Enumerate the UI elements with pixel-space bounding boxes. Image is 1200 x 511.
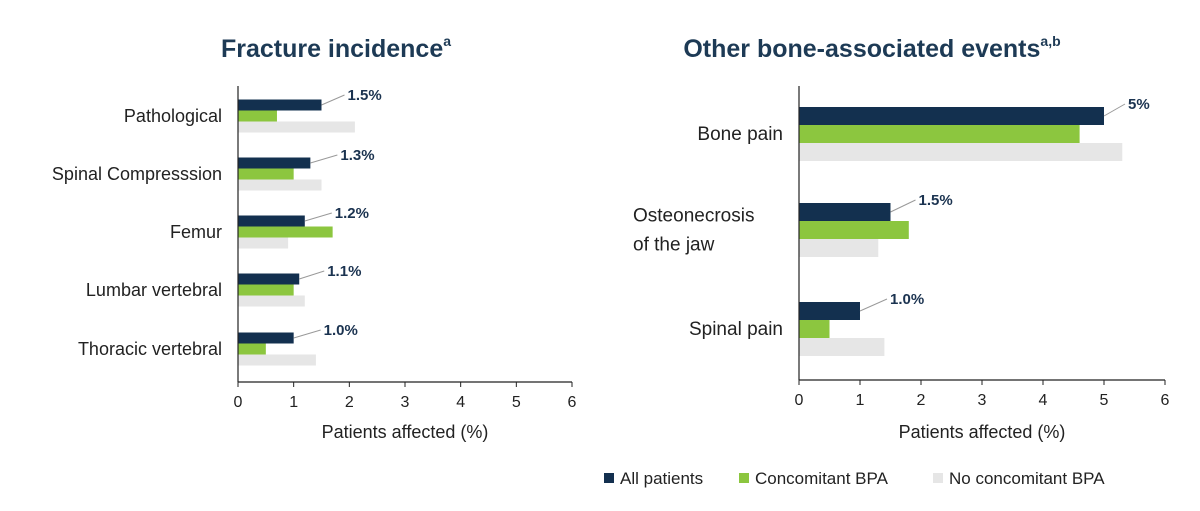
x-tick-label-1-5: 5 [512, 394, 521, 411]
data-label-leader-2-1 [1103, 103, 1126, 117]
x-tick-label-2-1: 1 [856, 392, 865, 409]
data-label-leader-1-4 [299, 270, 325, 280]
data-label-leader-2-3 [859, 298, 888, 312]
bar-2-concomitant-bpa-2 [799, 221, 909, 239]
x-tick-label-1-1: 1 [289, 394, 298, 411]
x-tick-label-2-3: 3 [978, 392, 987, 409]
data-label-2-2: 1.5% [919, 192, 953, 209]
data-label-leader-1-5 [293, 329, 321, 339]
bar-1-concomitant-bpa-5 [238, 343, 266, 355]
bar-1-no-concomitant-bpa-1 [238, 121, 355, 133]
data-label-leader-1-1 [321, 94, 345, 106]
legend-label-no-concomitant-bpa: No concomitant BPA [949, 469, 1105, 488]
bar-1-all-patients-2 [238, 157, 311, 169]
x-tick-label-1-2: 2 [345, 394, 354, 411]
x-axis-label-1: Patients affected (%) [322, 422, 489, 442]
bar-1-all-patients-1 [238, 99, 322, 111]
bar-1-all-patients-5 [238, 332, 294, 344]
x-tick-label-2-4: 4 [1039, 392, 1048, 409]
bar-2-all-patients-2 [799, 203, 891, 221]
category-label-2-3: Spinal pain [689, 319, 783, 340]
x-axis-label-2: Patients affected (%) [899, 422, 1066, 442]
legend-label-concomitant-bpa: Concomitant BPA [755, 469, 889, 488]
category-label-1-4: Lumbar vertebral [86, 280, 222, 300]
bar-1-concomitant-bpa-3 [238, 226, 333, 238]
x-tick-label-1-0: 0 [234, 394, 243, 411]
bar-1-all-patients-4 [238, 273, 300, 285]
x-tick-label-2-2: 2 [917, 392, 926, 409]
data-label-2-1: 5% [1128, 96, 1150, 113]
bar-1-all-patients-3 [238, 215, 305, 227]
bar-1-no-concomitant-bpa-5 [238, 354, 316, 366]
category-label-1-2: Spinal Compresssion [52, 164, 222, 184]
bar-1-no-concomitant-bpa-4 [238, 295, 305, 307]
data-label-1-1: 1.5% [348, 87, 382, 104]
bar-2-no-concomitant-bpa-1 [799, 143, 1123, 161]
data-label-1-5: 1.0% [324, 322, 358, 339]
data-label-leader-1-3 [304, 212, 332, 222]
bar-2-all-patients-1 [799, 107, 1104, 125]
category-label-1-5: Thoracic vertebral [78, 339, 222, 359]
bar-2-no-concomitant-bpa-2 [799, 239, 879, 257]
data-label-1-2: 1.3% [340, 147, 374, 164]
legend-swatch-concomitant-bpa [739, 473, 749, 483]
chart-title-2: Other bone-associated eventsa,b [683, 33, 1060, 63]
bar-1-concomitant-bpa-4 [238, 284, 294, 296]
data-label-leader-1-2 [310, 154, 338, 164]
x-tick-label-1-3: 3 [401, 394, 410, 411]
category-label-1-3: Femur [170, 222, 222, 242]
bar-2-all-patients-3 [799, 302, 860, 320]
x-tick-label-1-6: 6 [568, 394, 577, 411]
bar-1-no-concomitant-bpa-2 [238, 179, 322, 191]
legend-label-all-patients: All patients [620, 469, 703, 488]
category-label-2-2-line-2: of the jaw [633, 235, 715, 256]
x-tick-label-1-4: 4 [456, 394, 465, 411]
bar-2-concomitant-bpa-3 [799, 320, 830, 338]
data-label-leader-2-2 [890, 199, 916, 213]
chart-title-superscript: a [443, 33, 451, 49]
data-label-1-3: 1.2% [335, 205, 369, 222]
bar-1-concomitant-bpa-2 [238, 168, 294, 180]
bar-2-no-concomitant-bpa-3 [799, 338, 885, 356]
bar-1-no-concomitant-bpa-3 [238, 237, 289, 249]
bar-2-concomitant-bpa-1 [799, 125, 1080, 143]
data-label-2-3: 1.0% [890, 291, 924, 308]
chart-title-text: Fracture incidence [221, 35, 443, 63]
chart-title-text: Other bone-associated events [683, 35, 1040, 63]
chart-title-superscript: a,b [1040, 33, 1060, 49]
category-label-1-1: Pathological [124, 106, 222, 126]
legend-swatch-all-patients [604, 473, 614, 483]
category-label-2-1: Bone pain [697, 124, 783, 145]
data-label-1-4: 1.1% [327, 263, 361, 280]
bar-1-concomitant-bpa-1 [238, 110, 277, 122]
chart-title-1: Fracture incidencea [221, 33, 451, 63]
x-tick-label-2-5: 5 [1100, 392, 1109, 409]
legend-swatch-no-concomitant-bpa [933, 473, 943, 483]
x-tick-label-2-6: 6 [1161, 392, 1170, 409]
x-tick-label-2-0: 0 [795, 392, 804, 409]
category-label-2-2-line-1: Osteonecrosis [633, 206, 754, 227]
